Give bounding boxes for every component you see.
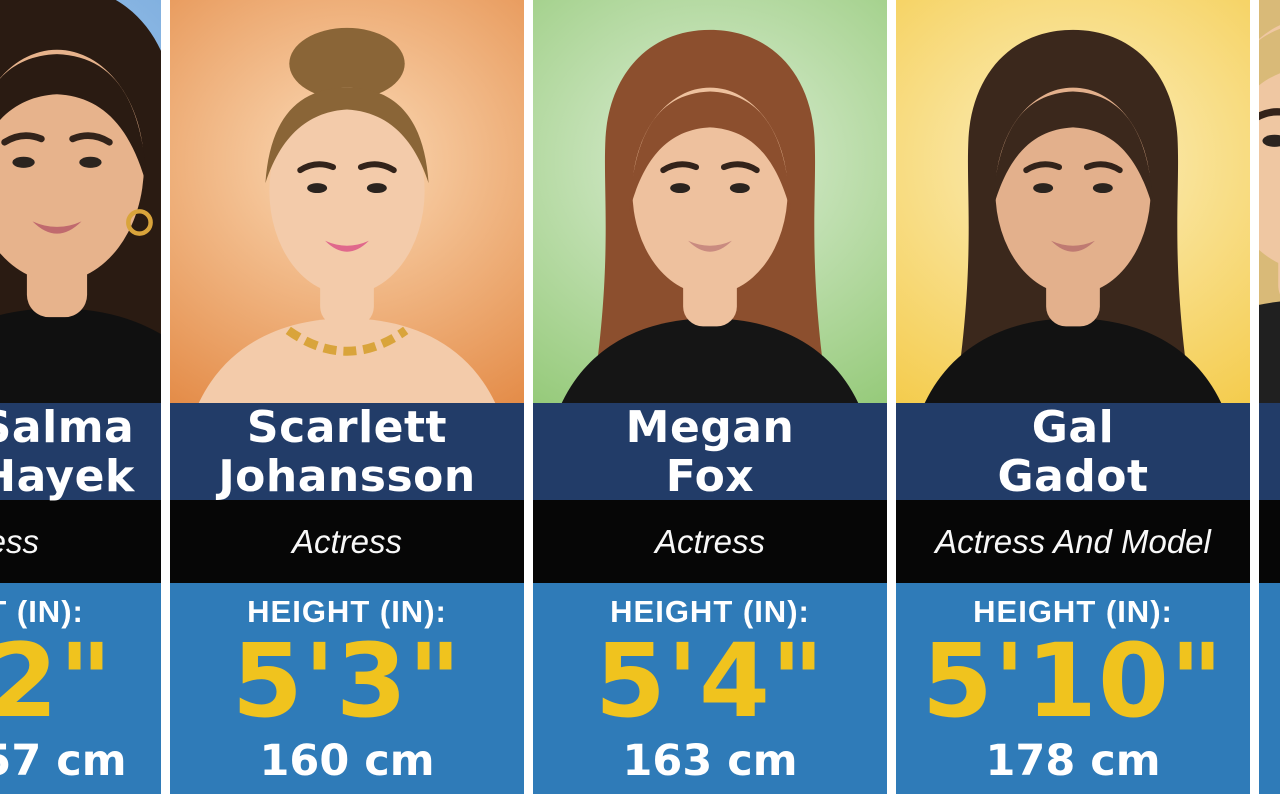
- height-feet-inches: 5'2": [0, 622, 114, 741]
- celebrity-avatar: [1259, 0, 1280, 403]
- avatar-left-brow: [1, 132, 45, 146]
- height-feet-inches: 5'3": [231, 622, 463, 741]
- avatar-right-brow: [69, 132, 113, 146]
- height-centimeters: 178 cm: [985, 736, 1161, 787]
- profession-label: Actress: [0, 522, 40, 560]
- name-band: [1259, 403, 1280, 500]
- height-band: HEIGHT (IN): 5'4" 163 cm: [533, 583, 887, 794]
- avatar-hair-front: [992, 91, 1154, 211]
- celebrity-photo: [896, 0, 1250, 403]
- avatar-torso: [1259, 301, 1280, 403]
- avatar-left-brow: [1259, 108, 1280, 121]
- celebrity-avatar: [198, 27, 496, 403]
- name-line-2: Johansson: [218, 450, 476, 502]
- profession-band: Actress And Model: [896, 500, 1250, 583]
- profession-label: Actress: [654, 522, 766, 560]
- height-centimeters: 157 cm: [0, 736, 127, 787]
- height-band: HEIGHT (IN): 5'3" 160 cm: [170, 583, 524, 794]
- avatar-hair-cap: [265, 87, 429, 184]
- celebrity-avatar: [924, 29, 1222, 403]
- celebrity-avatar: [0, 0, 161, 403]
- avatar-torso: [924, 318, 1222, 403]
- avatar-right-eye: [79, 156, 102, 168]
- profession-label: Actress And Model: [935, 522, 1211, 560]
- celebrity-card-gal-gadot: Gal Gadot Actress And Model HEIGHT (IN):…: [896, 0, 1250, 794]
- profession-band: Actress: [0, 500, 161, 583]
- avatar-chain-necklace: [285, 326, 409, 356]
- profession-band: Actress: [170, 500, 524, 583]
- avatar-torso: [198, 318, 496, 403]
- avatar-right-brow: [357, 161, 397, 174]
- height-band: HEIGHT (IN): 5'2" 157 cm: [0, 583, 161, 794]
- name-line-1: Gal: [1031, 401, 1115, 453]
- avatar-lips: [1051, 240, 1095, 252]
- name-band: Salma Hayek: [0, 401, 161, 502]
- avatar-right-brow: [1083, 161, 1123, 174]
- celebrity-photo: [1259, 0, 1280, 403]
- avatar-right-eye: [366, 183, 387, 194]
- name-line-1: Salma: [0, 401, 135, 453]
- celebrity-card-scarlett-johansson: Scarlett Johansson Actress HEIGHT (IN): …: [170, 0, 524, 794]
- avatar-hair-front: [1259, 28, 1280, 86]
- avatar-left-eye: [670, 183, 691, 194]
- avatar-torso: [0, 308, 161, 403]
- height-centimeters: 160 cm: [259, 736, 435, 787]
- avatar-lips: [325, 240, 369, 252]
- celebrity-card-megan-fox: Megan Fox Actress HEIGHT (IN): 5'4" 163 …: [533, 0, 887, 794]
- name-line-1: Megan: [625, 401, 795, 453]
- avatar-hair-bun: [289, 27, 405, 100]
- celebrity-photo: [0, 0, 161, 403]
- height-feet-inches: 5'4": [594, 622, 826, 741]
- celebrity-card-salma-hayek: Salma Hayek Actress HEIGHT (IN): 5'2" 15…: [0, 0, 161, 794]
- avatar-face: [269, 87, 425, 295]
- avatar-torso: [561, 318, 859, 403]
- profession-band: Actress: [533, 500, 887, 583]
- avatar-left-brow: [660, 161, 700, 174]
- height-band: [1259, 583, 1280, 794]
- avatar-lips: [688, 240, 732, 252]
- avatar-lips: [32, 221, 82, 234]
- height-label: HEIGHT (IN):: [610, 594, 810, 629]
- height-label: HEIGHT (IN):: [973, 594, 1173, 629]
- celebrity-card-next-partial: [1259, 0, 1280, 794]
- avatar-right-brow: [720, 161, 760, 174]
- avatar-hoop-earring: [126, 209, 153, 236]
- avatar-right-eye: [729, 183, 750, 194]
- avatar-left-brow: [1023, 161, 1063, 174]
- avatar-hair-front: [629, 91, 791, 211]
- height-feet-inches: 5'10": [921, 622, 1225, 741]
- avatar-right-eye: [1092, 183, 1113, 194]
- height-centimeters: 163 cm: [622, 736, 798, 787]
- name-line-1: Scarlett: [246, 401, 448, 453]
- height-label: HEIGHT (IN):: [247, 594, 447, 629]
- name-band: Scarlett Johansson: [170, 401, 524, 502]
- name-line-2: Hayek: [0, 450, 135, 502]
- profession-label: Actress: [291, 522, 403, 560]
- avatar-left-brow: [297, 161, 337, 174]
- celebrity-photo: [170, 0, 524, 403]
- avatar-left-eye: [12, 156, 35, 168]
- name-line-2: Fox: [665, 450, 755, 502]
- profession-band: [1259, 500, 1280, 583]
- avatar-left-eye: [1033, 183, 1054, 194]
- height-label: HEIGHT (IN):: [0, 594, 84, 629]
- avatar-hair-front: [0, 54, 148, 188]
- celebrity-photo: [533, 0, 887, 403]
- name-line-2: Gadot: [997, 450, 1149, 502]
- name-band: Megan Fox: [533, 401, 887, 502]
- name-band: Gal Gadot: [896, 401, 1250, 502]
- avatar-left-eye: [307, 183, 328, 194]
- avatar-left-eye: [1262, 134, 1280, 147]
- celebrity-avatar: [561, 29, 859, 403]
- height-band: HEIGHT (IN): 5'10" 178 cm: [896, 583, 1250, 794]
